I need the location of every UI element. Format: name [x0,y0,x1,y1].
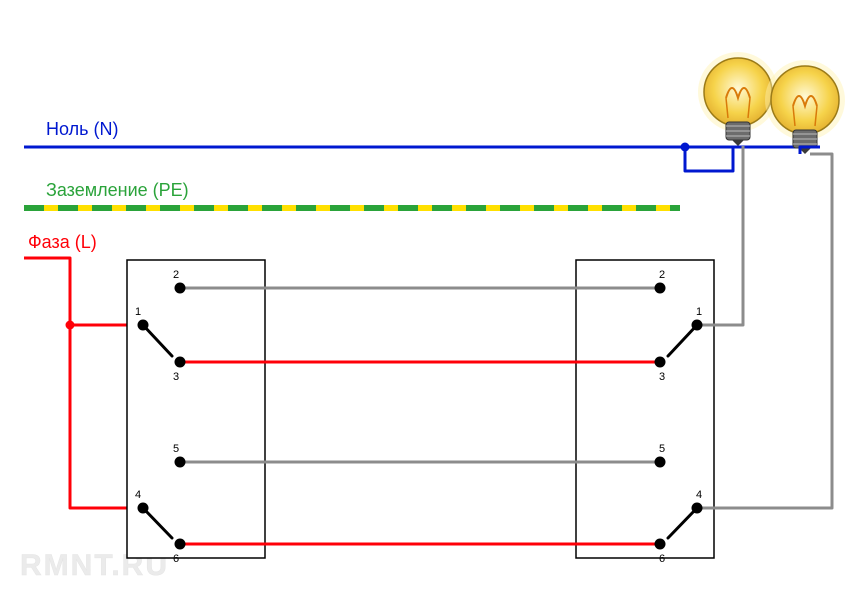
svg-text:1: 1 [696,306,702,318]
svg-text:4: 4 [696,489,702,501]
svg-text:5: 5 [173,443,179,455]
svg-text:3: 3 [173,371,179,383]
svg-text:5: 5 [659,443,665,455]
svg-text:4: 4 [135,489,141,501]
svg-text:6: 6 [659,553,665,565]
svg-text:Заземление (PE): Заземление (PE) [46,180,189,200]
svg-text:3: 3 [659,371,665,383]
svg-text:1: 1 [135,306,141,318]
svg-text:2: 2 [659,269,665,281]
svg-text:6: 6 [173,553,179,565]
svg-text:Фаза (L): Фаза (L) [28,232,97,252]
svg-text:2: 2 [173,269,179,281]
svg-text:Ноль (N): Ноль (N) [46,119,118,139]
